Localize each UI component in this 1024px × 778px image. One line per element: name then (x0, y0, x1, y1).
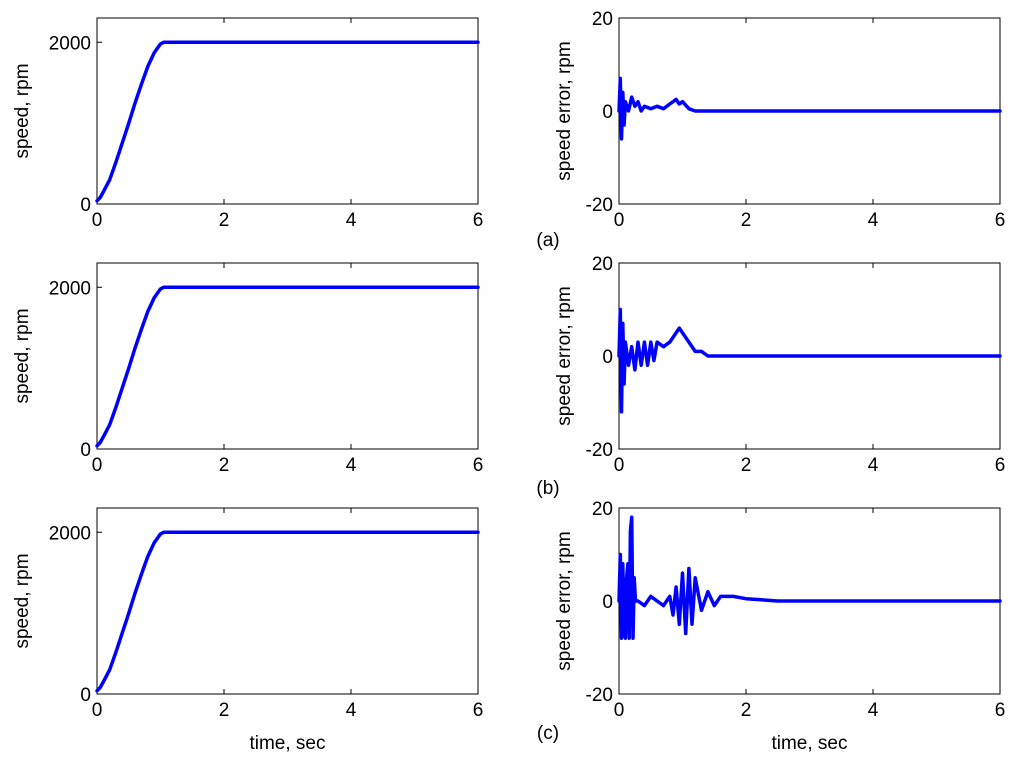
plot-frame-speed-a (96, 17, 479, 205)
x-tick-label: 0 (614, 210, 625, 231)
y-axis-label: speed error, rpm (554, 531, 575, 670)
x-tick-label: 2 (219, 210, 230, 231)
x-tick-label: 4 (868, 210, 879, 231)
x-tick-label: 6 (473, 210, 484, 231)
x-tick-label: 6 (995, 700, 1006, 721)
y-axis-label: speed error, rpm (554, 41, 575, 180)
x-tick-label: 0 (614, 700, 625, 721)
x-axis-label: time, sec (771, 733, 847, 754)
y-tick-label: -20 (586, 195, 613, 216)
plot-frame-speed-c (96, 507, 479, 695)
series-line-speed-b (95, 285, 480, 448)
x-tick-label: 2 (219, 700, 230, 721)
series-line-error-a (617, 76, 1002, 141)
series-line-error-b (617, 307, 1002, 414)
y-tick-label: 0 (602, 102, 613, 123)
x-tick-label: 2 (741, 210, 752, 231)
panel-label: (b) (536, 478, 559, 499)
x-axis-label: time, sec (249, 733, 325, 754)
y-tick-label: 0 (602, 347, 613, 368)
y-tick-label: 20 (592, 499, 613, 520)
x-tick-label: 0 (614, 455, 625, 476)
x-tick-label: 0 (92, 700, 103, 721)
panel-label: (a) (536, 230, 559, 251)
y-tick-label: 2000 (49, 278, 91, 299)
series-line-error-c (617, 515, 1002, 640)
y-tick-label: -20 (586, 685, 613, 706)
y-tick-label: 20 (592, 254, 613, 275)
y-tick-label: 0 (602, 592, 613, 613)
x-tick-label: 4 (346, 700, 357, 721)
x-tick-label: 6 (473, 455, 484, 476)
x-tick-label: 6 (995, 210, 1006, 231)
y-axis-label: speed error, rpm (554, 286, 575, 425)
y-tick-label: -20 (586, 440, 613, 461)
y-tick-label: 0 (80, 685, 91, 706)
x-tick-label: 0 (92, 210, 103, 231)
y-axis-label: speed, rpm (12, 553, 33, 648)
x-tick-label: 6 (995, 455, 1006, 476)
x-tick-label: 2 (219, 455, 230, 476)
x-tick-label: 6 (473, 700, 484, 721)
x-tick-label: 2 (741, 700, 752, 721)
x-tick-label: 4 (868, 455, 879, 476)
y-axis-label: speed, rpm (12, 308, 33, 403)
y-tick-label: 0 (80, 440, 91, 461)
y-tick-label: 20 (592, 9, 613, 30)
series-line-speed-c (95, 530, 480, 693)
plot-frame-speed-b (96, 262, 479, 450)
series-line-speed-a (95, 40, 480, 203)
y-tick-label: 2000 (49, 33, 91, 54)
y-tick-label: 2000 (49, 523, 91, 544)
x-tick-label: 0 (92, 455, 103, 476)
x-tick-label: 2 (741, 455, 752, 476)
y-tick-label: 0 (80, 195, 91, 216)
x-tick-label: 4 (346, 210, 357, 231)
y-axis-label: speed, rpm (12, 63, 33, 158)
x-tick-label: 4 (868, 700, 879, 721)
x-tick-label: 4 (346, 455, 357, 476)
panel-label: (c) (537, 723, 559, 744)
